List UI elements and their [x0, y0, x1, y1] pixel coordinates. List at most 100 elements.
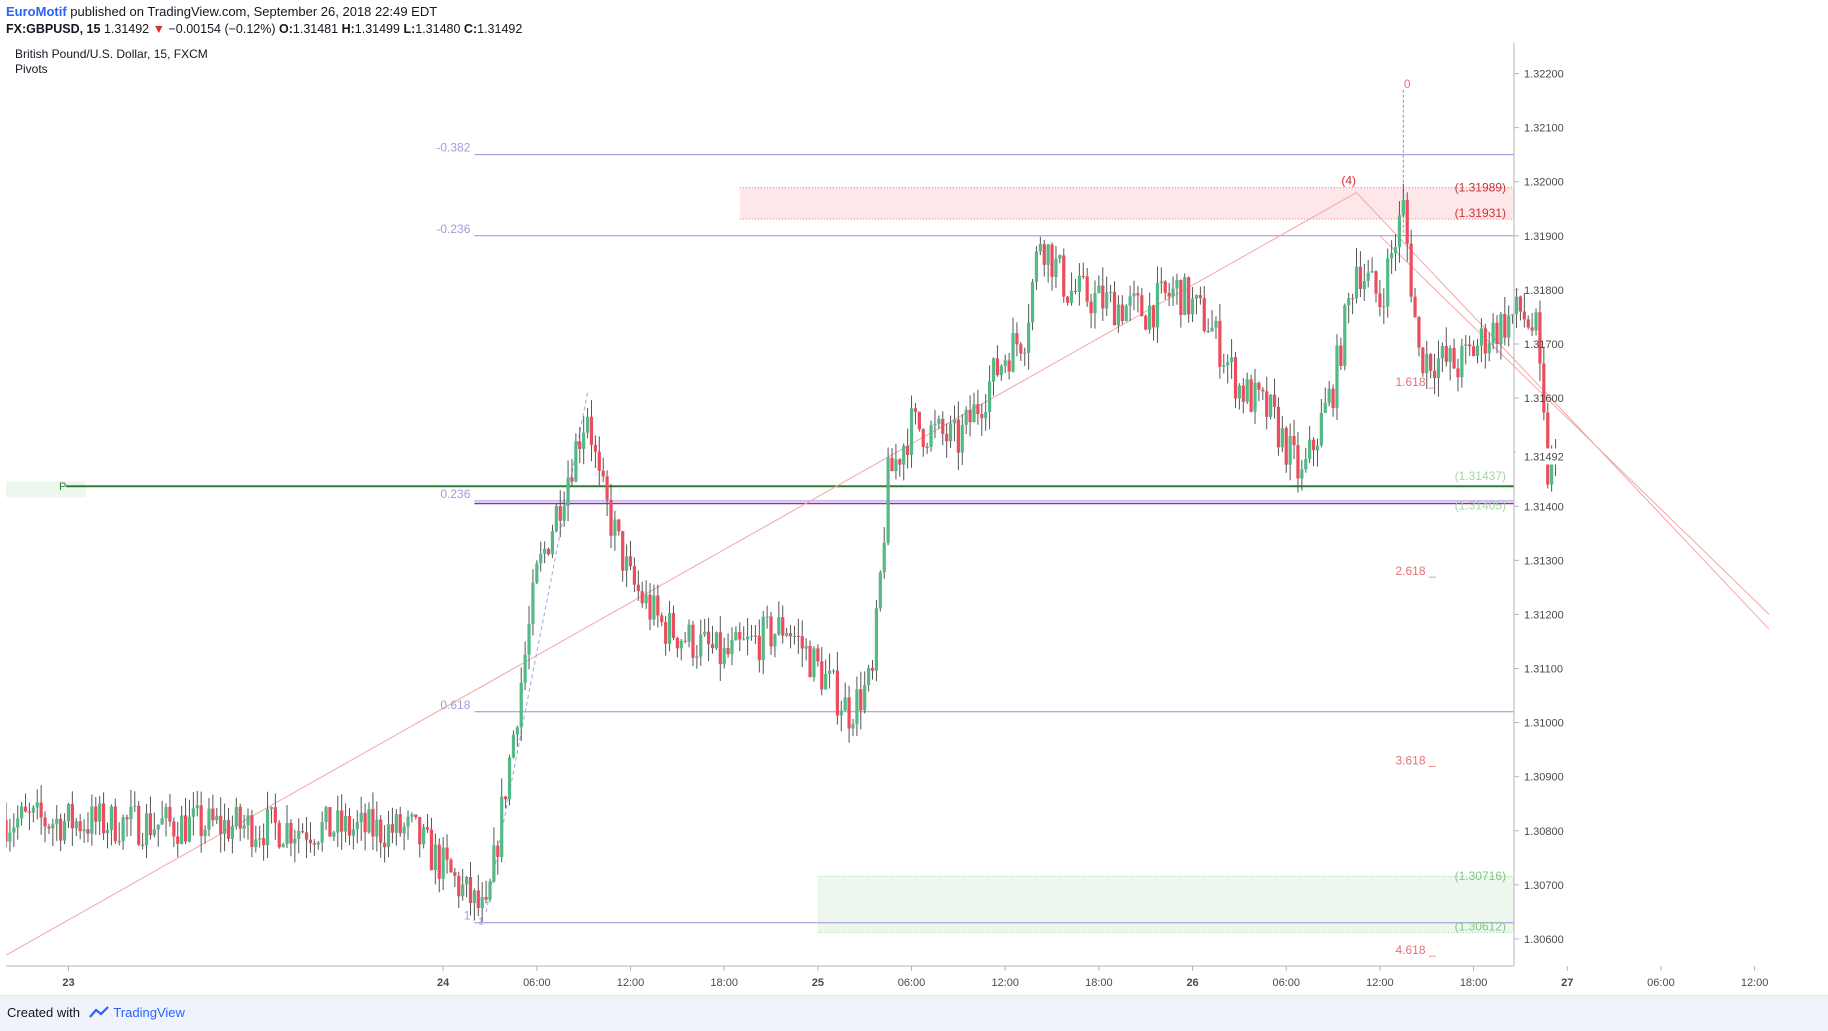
candle-body — [613, 519, 617, 536]
candle-body — [941, 418, 945, 434]
candle-body — [718, 632, 722, 664]
candle-body — [258, 838, 262, 840]
candle-body — [1019, 344, 1023, 354]
candle-body — [585, 416, 590, 433]
candle-body — [441, 847, 445, 879]
candle-body — [62, 821, 67, 841]
candle-body — [1194, 295, 1199, 299]
chart-header: EuroMotif published on TradingView.com, … — [0, 0, 1828, 42]
candle-body — [1405, 200, 1409, 244]
candle-body — [191, 808, 195, 817]
candle-body — [831, 670, 836, 672]
candle-body — [496, 845, 500, 857]
candle-body — [878, 572, 882, 609]
x-tick-label: 06:00 — [523, 977, 551, 989]
candle-body — [546, 548, 551, 555]
price-chart[interactable]: (1.31989) (1.31931) (1.30716) (1.30612) -0.3… — [4, 43, 1787, 995]
chart-frame[interactable]: (1.31989) (1.31931) (1.30716) (1.30612) -0.3… — [4, 43, 1787, 995]
candle-body — [1128, 296, 1132, 306]
extension-label: 3.618 _ — [1395, 753, 1435, 767]
candle-body — [199, 805, 203, 837]
candle-body — [20, 806, 24, 819]
candle-body — [187, 816, 192, 842]
candle-body — [1171, 288, 1175, 297]
candle-body — [933, 423, 937, 426]
candle-body — [523, 654, 527, 683]
candle-body — [703, 631, 707, 635]
candle-body — [1401, 200, 1405, 216]
y-tick-label: 1.31400 — [1524, 501, 1564, 513]
candle-body — [816, 648, 820, 662]
candle-body — [277, 822, 281, 848]
candle-body — [1245, 379, 1249, 402]
x-tick-label: 27 — [1561, 977, 1573, 989]
candle-body — [1167, 292, 1171, 297]
candle-body — [511, 734, 516, 758]
candle-body — [1144, 316, 1148, 330]
candle-body — [410, 814, 414, 817]
candle-body — [1257, 382, 1261, 390]
candle-body — [870, 667, 875, 671]
candle-body — [148, 813, 153, 836]
candle-body — [168, 806, 172, 822]
candle-body — [1081, 275, 1085, 277]
candle-body — [1522, 311, 1526, 320]
y-tick-label: 1.31200 — [1524, 609, 1564, 621]
candle-body — [1475, 345, 1480, 356]
candle-body — [144, 813, 149, 846]
x-tick-label: 12:00 — [617, 977, 645, 989]
author-link[interactable]: EuroMotif — [6, 4, 67, 19]
candle-body — [1386, 258, 1390, 307]
candle-body — [1538, 312, 1542, 364]
candle-body — [1397, 215, 1402, 248]
candle-body — [917, 411, 921, 430]
candle-body — [301, 831, 305, 833]
extension-label: 2.618 _ — [1395, 564, 1435, 578]
candle-body — [293, 838, 297, 844]
candle-body — [215, 815, 219, 821]
candle-body — [1023, 352, 1027, 354]
candle-body — [1073, 290, 1078, 292]
close-value: 1.31492 — [477, 22, 523, 36]
candle-body — [1308, 439, 1312, 459]
candle-body — [851, 724, 855, 729]
candle-body — [328, 807, 332, 837]
candle-body — [597, 451, 601, 471]
candle-body — [504, 796, 508, 800]
candle-body — [1050, 244, 1054, 277]
candle-body — [1069, 290, 1074, 303]
candle-body — [519, 682, 523, 728]
candle-body — [1288, 435, 1292, 465]
candle-body — [1175, 280, 1179, 289]
fib-level-label: -0.382 — [436, 141, 470, 155]
candle-body — [956, 419, 960, 453]
candle-body — [1370, 271, 1374, 273]
candle-body — [297, 831, 301, 839]
candle-body — [515, 727, 519, 735]
candle-body — [1116, 304, 1121, 326]
candle-body — [468, 876, 473, 904]
candle-body — [785, 633, 789, 636]
candle-body — [550, 531, 555, 555]
candle-body — [1210, 327, 1214, 332]
candle-body — [312, 843, 316, 845]
candle-body — [351, 829, 355, 836]
candle-body — [1241, 385, 1245, 402]
candle-body — [390, 824, 395, 833]
open-label: O: — [279, 22, 293, 36]
candle-body — [1530, 327, 1534, 331]
created-with-text: Created with — [7, 1005, 80, 1020]
candle-body — [31, 807, 35, 813]
candle-body — [51, 824, 55, 829]
candle-body — [343, 815, 348, 832]
candle-body — [406, 816, 410, 827]
candle-body — [1452, 348, 1456, 369]
candle-body — [207, 808, 211, 830]
low-label: L: — [403, 22, 416, 36]
change-arrow-icon: ▼ — [152, 22, 165, 36]
candle-body — [753, 635, 758, 637]
tradingview-logo-link[interactable]: TradingView — [88, 1005, 185, 1020]
candle-body — [605, 476, 609, 500]
candle-body — [964, 409, 968, 425]
candle-body — [1159, 281, 1163, 284]
